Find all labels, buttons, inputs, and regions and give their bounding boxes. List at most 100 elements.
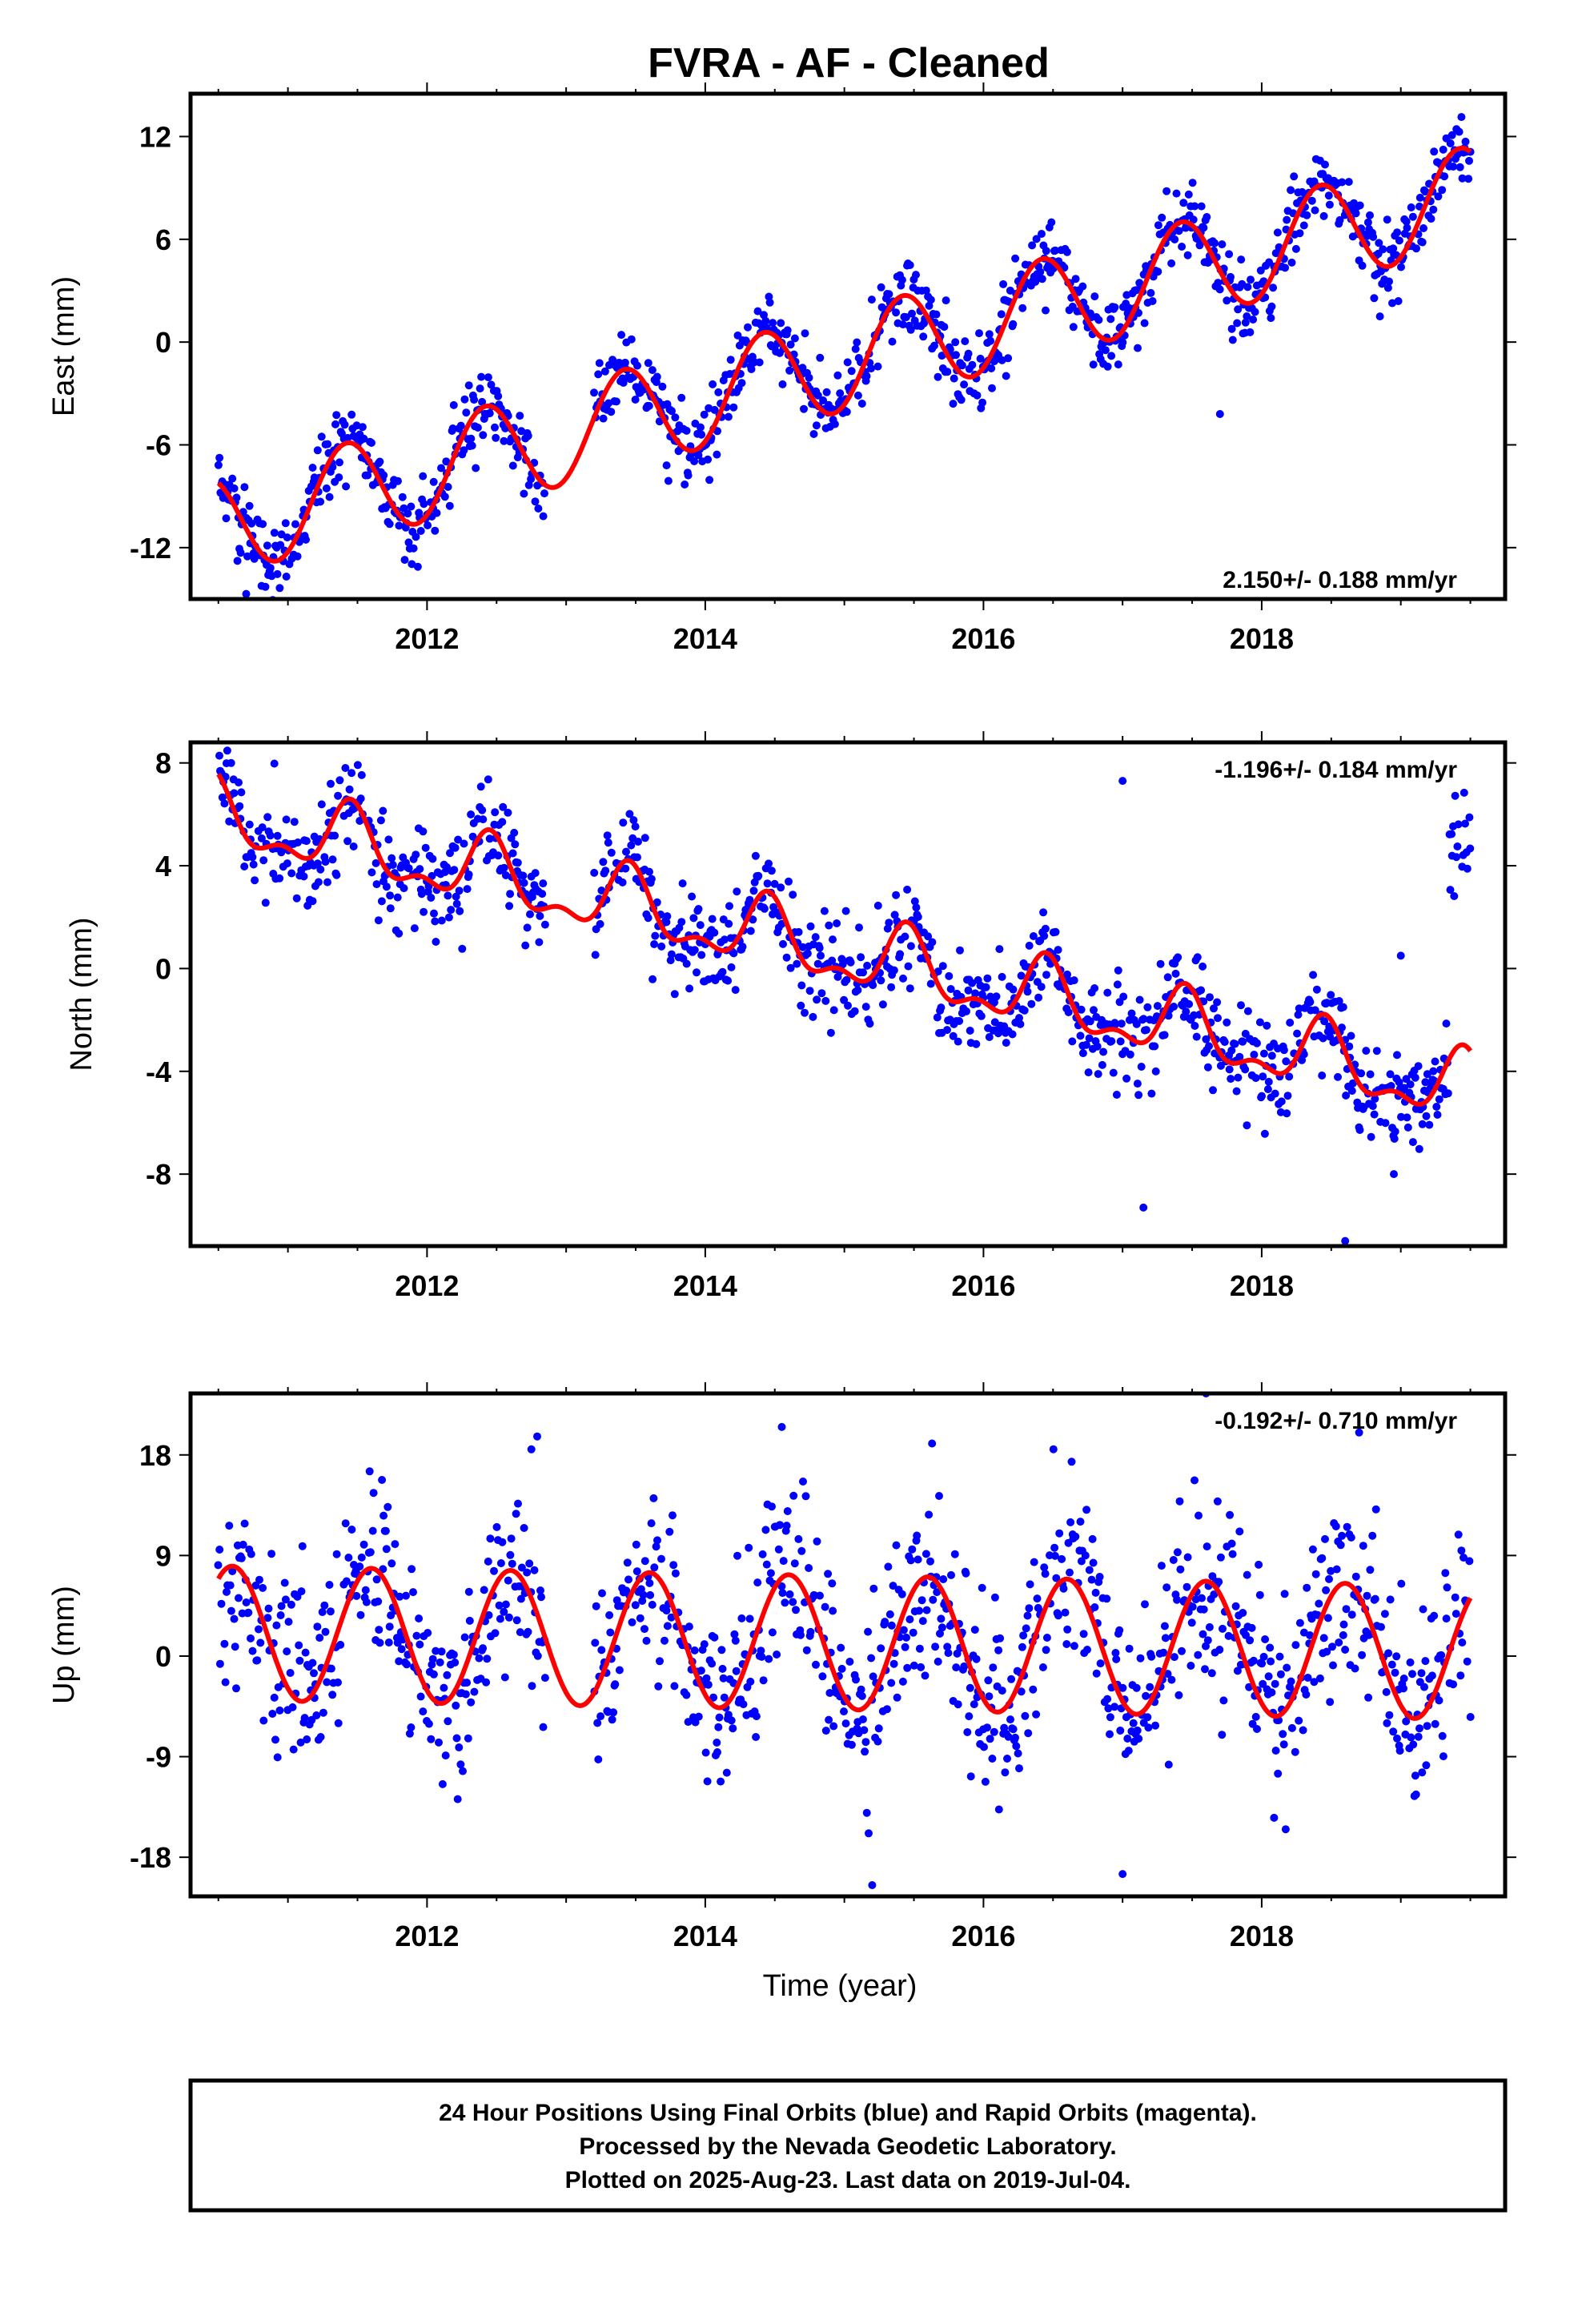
data-point <box>539 1723 548 1731</box>
data-point <box>1009 1725 1018 1734</box>
footer-line-3: Plotted on 2025-Aug-23. Last data on 201… <box>565 2167 1131 2193</box>
data-point <box>386 904 395 913</box>
data-point <box>697 430 706 439</box>
data-point <box>697 951 706 959</box>
data-point <box>1370 1110 1379 1119</box>
data-point <box>1214 279 1223 287</box>
data-point <box>512 1616 521 1625</box>
data-point <box>508 849 517 858</box>
data-point <box>215 1546 224 1554</box>
data-point <box>1409 1740 1418 1749</box>
data-point <box>1447 131 1456 139</box>
data-point <box>737 379 746 388</box>
data-point <box>644 914 652 923</box>
data-point <box>830 420 839 428</box>
data-point <box>986 992 995 1001</box>
data-point <box>280 1578 289 1587</box>
data-point <box>778 380 787 388</box>
data-point <box>640 1625 648 1634</box>
data-point <box>1246 328 1255 336</box>
data-point <box>915 1644 924 1653</box>
data-point <box>277 1602 286 1610</box>
data-point <box>1096 1659 1105 1668</box>
data-point <box>945 971 954 980</box>
data-point <box>1419 224 1427 232</box>
data-point <box>733 1551 741 1560</box>
data-point <box>813 995 821 1004</box>
data-point <box>452 899 461 908</box>
data-point <box>1369 232 1378 241</box>
data-point <box>427 1735 436 1743</box>
data-point <box>320 1601 329 1610</box>
outlier-point <box>1118 777 1127 786</box>
data-point <box>1390 1135 1399 1143</box>
data-point <box>460 839 468 848</box>
data-point <box>1299 1726 1307 1735</box>
y-tick-label: -6 <box>146 428 171 461</box>
data-point <box>664 476 673 485</box>
data-point <box>1351 1572 1360 1581</box>
data-point <box>701 1748 710 1757</box>
data-point <box>505 902 514 911</box>
data-point <box>837 1664 846 1673</box>
data-point <box>455 1743 464 1751</box>
y-tick-label: 6 <box>155 223 171 256</box>
data-point <box>419 827 428 836</box>
data-point <box>1431 1719 1439 1728</box>
data-point <box>937 1614 946 1623</box>
data-point <box>1267 1688 1276 1697</box>
data-point <box>1241 318 1250 327</box>
data-point <box>444 1717 452 1726</box>
data-point <box>308 897 317 906</box>
data-point <box>1385 1711 1394 1719</box>
data-point <box>1132 1019 1141 1028</box>
data-point <box>1347 1533 1355 1542</box>
data-point <box>1325 1574 1333 1583</box>
data-point <box>1243 1121 1251 1130</box>
data-point <box>962 1569 970 1578</box>
rate-annotation: -0.192+/- 0.710 mm/yr <box>1215 1408 1457 1434</box>
data-point <box>420 500 428 509</box>
data-point <box>1450 892 1459 900</box>
data-point <box>215 453 224 462</box>
data-point <box>1143 1003 1152 1011</box>
data-point <box>1162 1583 1171 1592</box>
data-point <box>227 758 235 767</box>
data-point <box>640 1557 649 1566</box>
data-point <box>441 1751 450 1760</box>
data-point <box>1231 1602 1240 1610</box>
data-point <box>869 981 877 990</box>
data-point <box>865 1019 874 1028</box>
data-point <box>1295 1004 1303 1013</box>
data-point <box>789 891 797 899</box>
data-point <box>1395 1747 1404 1755</box>
data-point <box>375 457 384 466</box>
data-point <box>1227 272 1235 281</box>
data-point <box>1446 886 1455 895</box>
data-point <box>1322 1586 1331 1594</box>
data-point <box>1259 1072 1267 1081</box>
data-point <box>1422 1112 1431 1120</box>
data-point <box>341 764 350 772</box>
data-point <box>256 1638 265 1647</box>
data-point <box>905 1615 914 1624</box>
data-point <box>302 535 310 544</box>
data-point <box>1393 1051 1401 1059</box>
outlier-point <box>1139 1203 1148 1212</box>
data-point <box>444 483 452 491</box>
data-point <box>860 1726 869 1735</box>
data-point <box>946 985 955 993</box>
data-point <box>1249 1656 1258 1665</box>
data-point <box>1253 1039 1261 1047</box>
data-point <box>1460 788 1468 797</box>
data-point <box>1146 1683 1154 1691</box>
data-point <box>792 1606 800 1614</box>
data-point <box>1077 1557 1086 1566</box>
data-point <box>374 1597 383 1606</box>
data-point <box>1372 1047 1381 1055</box>
data-point <box>353 761 362 770</box>
x-tick-label: 2016 <box>951 1920 1015 1952</box>
data-point <box>504 1613 513 1622</box>
data-point <box>608 1715 616 1724</box>
data-point <box>1464 175 1473 183</box>
